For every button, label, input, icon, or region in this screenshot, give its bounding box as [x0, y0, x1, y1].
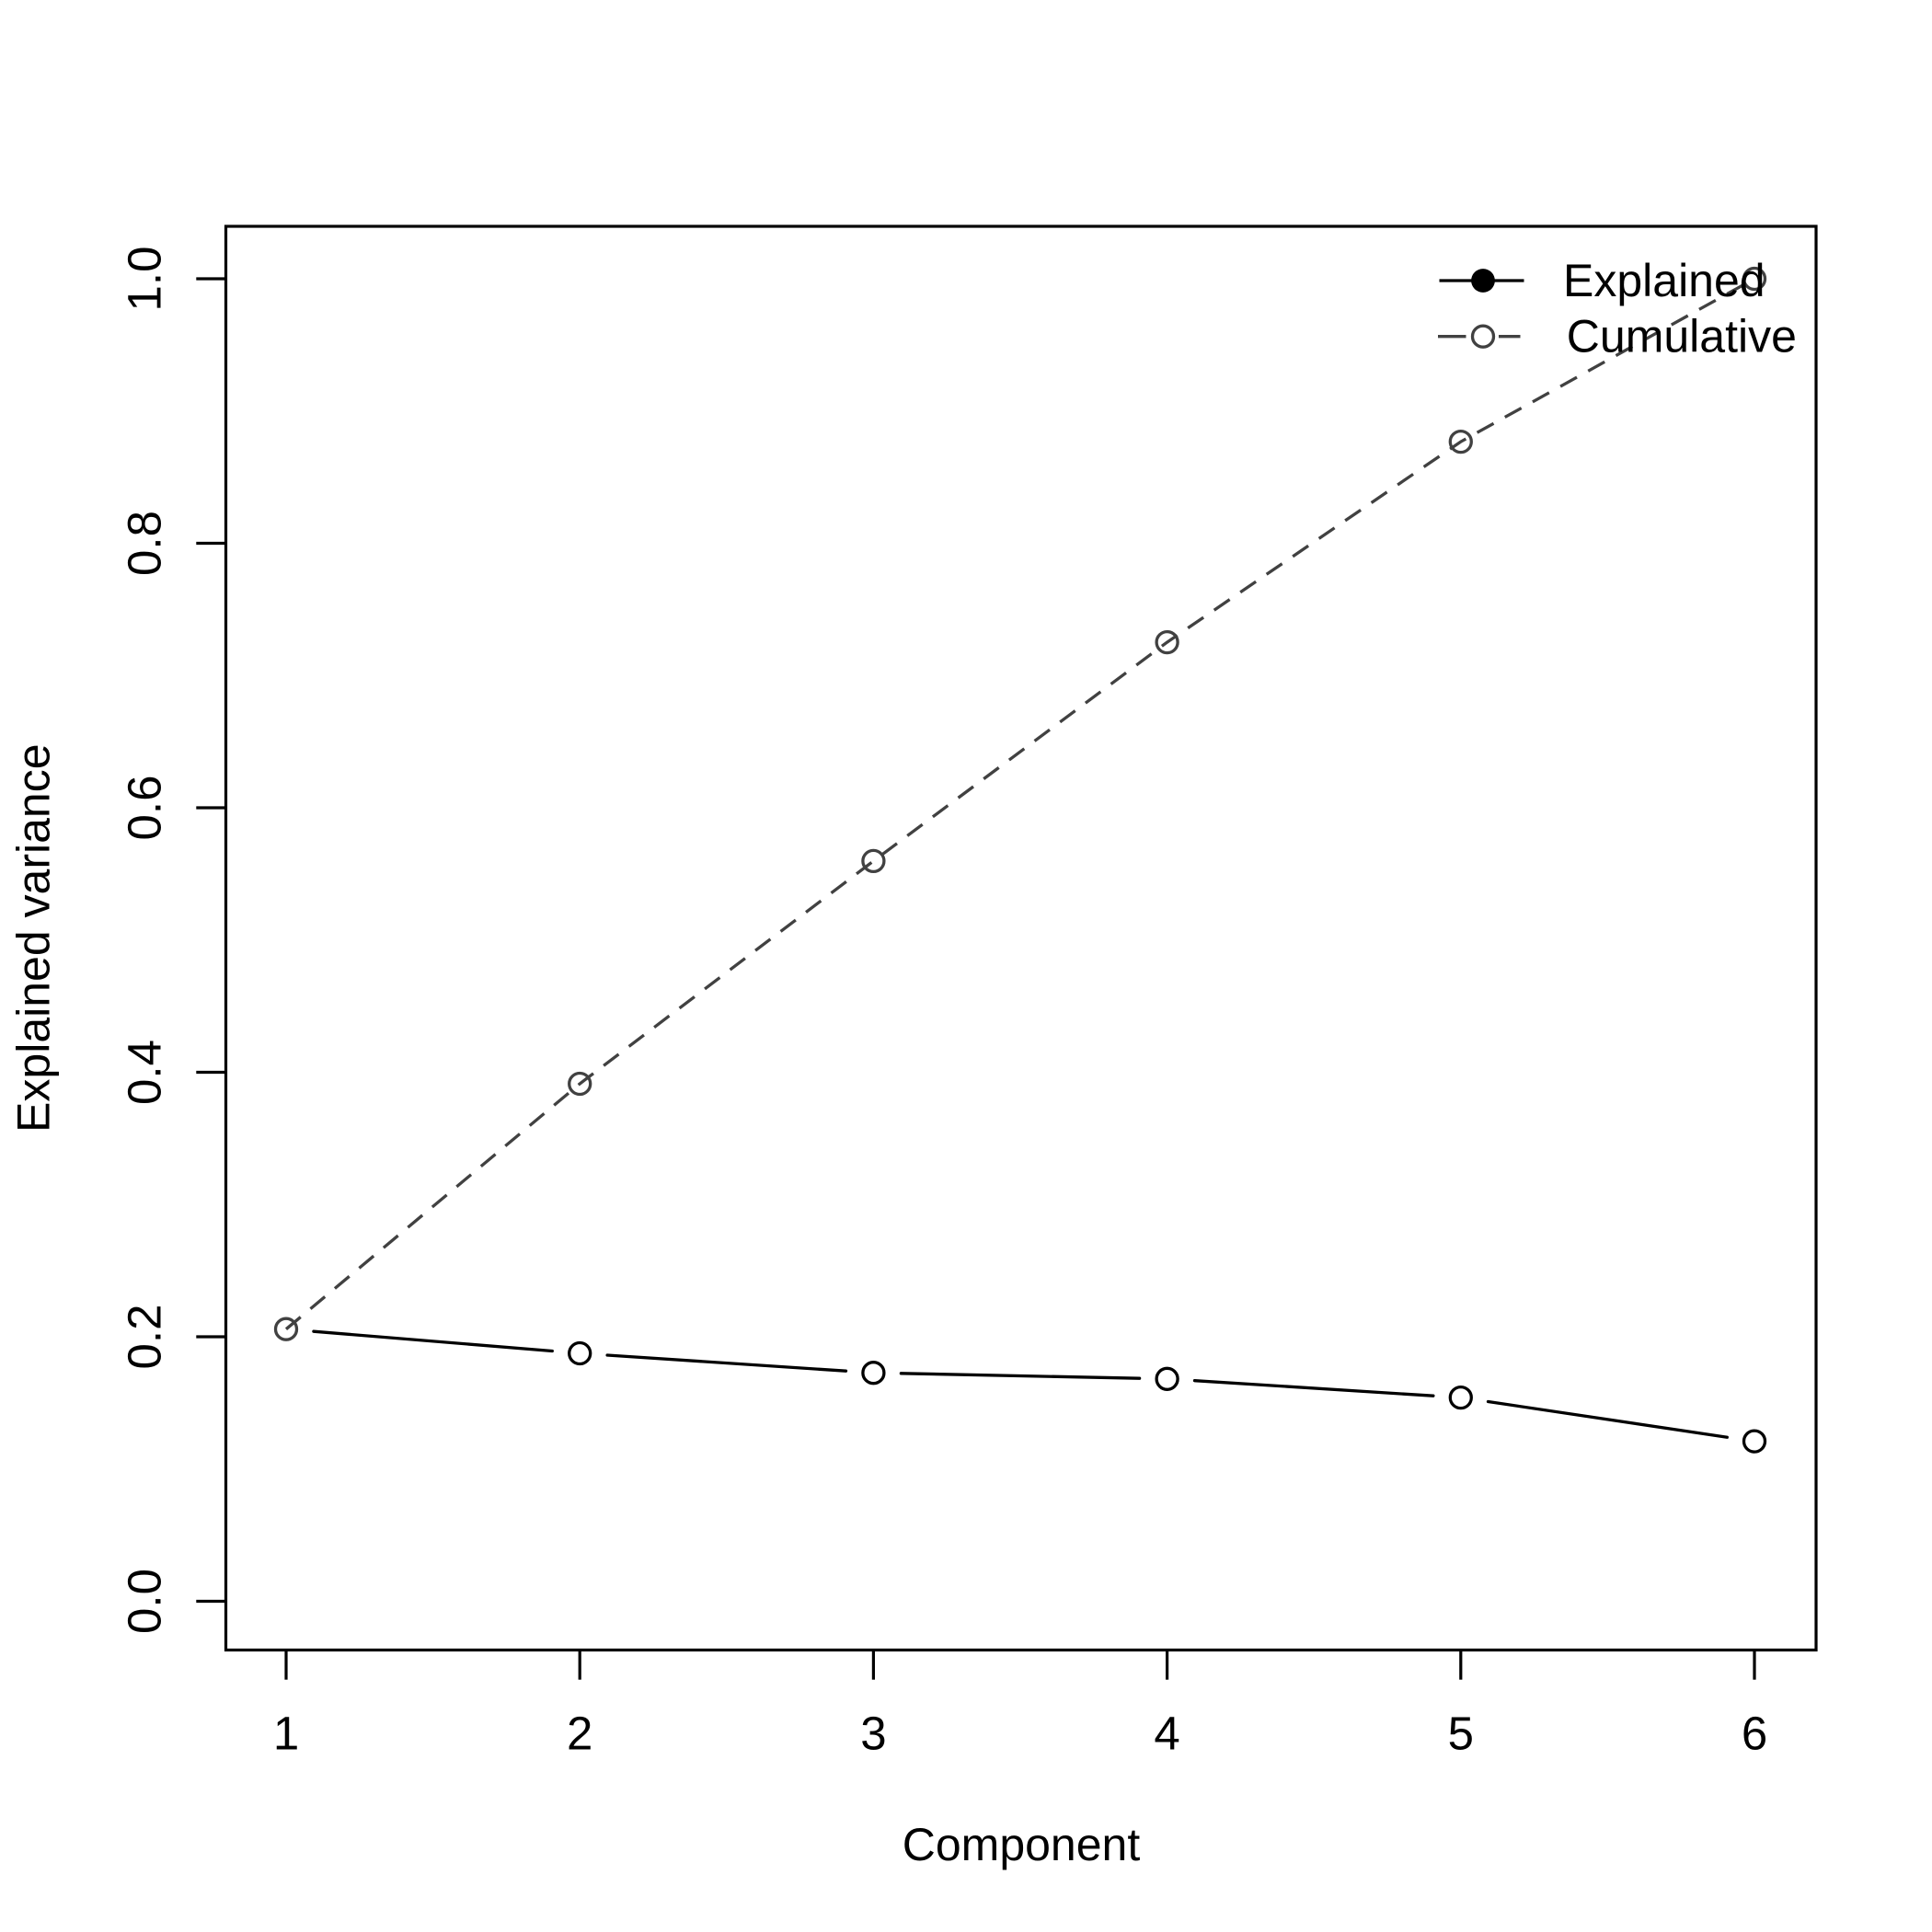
svg-text:Explained variance: Explained variance — [8, 743, 60, 1132]
svg-text:5: 5 — [1448, 1708, 1474, 1760]
svg-text:1.0: 1.0 — [119, 247, 171, 312]
svg-text:Component: Component — [903, 1819, 1141, 1870]
svg-text:3: 3 — [860, 1708, 886, 1760]
svg-text:6: 6 — [1742, 1708, 1767, 1760]
svg-text:0.6: 0.6 — [119, 776, 171, 841]
svg-text:0.2: 0.2 — [119, 1305, 171, 1370]
svg-text:Cumulative: Cumulative — [1567, 311, 1797, 362]
svg-text:1: 1 — [273, 1708, 299, 1760]
svg-text:0.4: 0.4 — [119, 1040, 171, 1105]
svg-text:4: 4 — [1154, 1708, 1179, 1760]
svg-text:Explained: Explained — [1563, 255, 1765, 306]
svg-text:2: 2 — [567, 1708, 592, 1760]
svg-text:0.0: 0.0 — [119, 1569, 171, 1634]
svg-text:0.8: 0.8 — [119, 511, 171, 576]
